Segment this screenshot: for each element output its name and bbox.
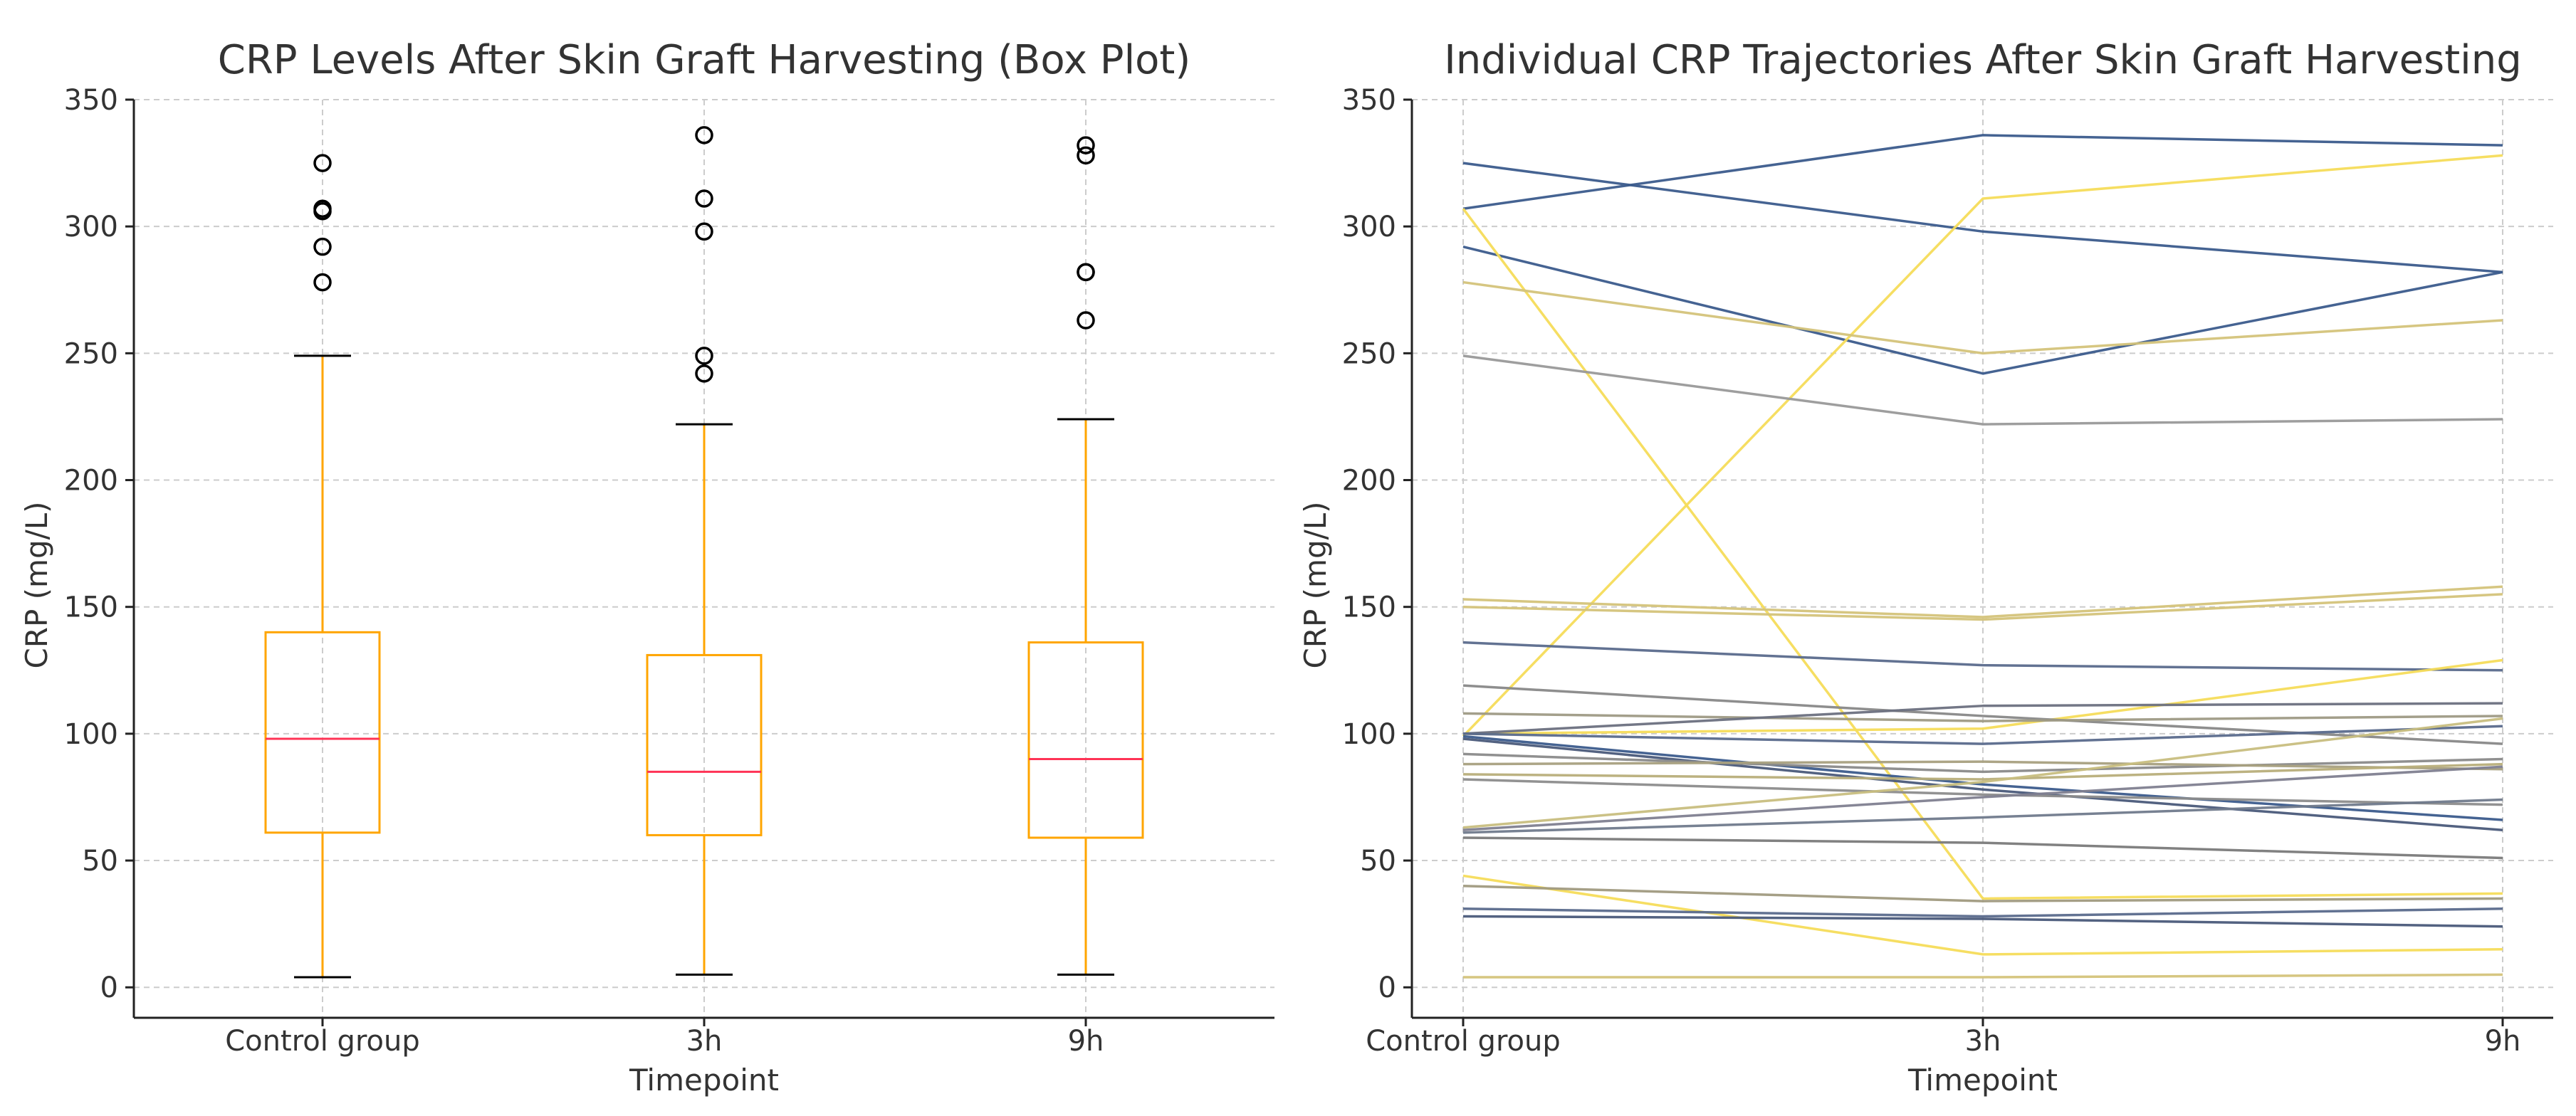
trajectory-y-tick-label: 350 xyxy=(1342,84,1396,117)
trajectory-x-axis-label: Timepoint xyxy=(1907,1063,2058,1097)
box-plot-x-axis-label: Timepoint xyxy=(629,1063,779,1097)
trajectory-line-30 xyxy=(1463,973,2503,979)
box-plot-title: CRP Levels After Skin Graft Harvesting (… xyxy=(218,37,1190,83)
trajectory-line-29 xyxy=(1462,915,2503,928)
trajectory-line-15 xyxy=(1462,725,2503,745)
box-plot-axes: 0 50 100 150 200 250 300 350 Control group 3h 9h xyxy=(64,84,1274,1058)
outlier-point xyxy=(313,154,332,172)
box-plot-y-tick-label: 50 xyxy=(82,845,118,878)
trajectory-title: Individual CRP Trajectories After Skin G… xyxy=(1444,37,2522,83)
outlier-point xyxy=(695,222,713,241)
trajectory-panel: Individual CRP Trajectories After Skin G… xyxy=(1298,37,2553,1097)
outlier-point xyxy=(695,126,713,144)
trajectory-line-8 xyxy=(1462,585,2503,618)
trajectory-line-24 xyxy=(1462,798,2503,834)
box-2 xyxy=(646,126,763,976)
trajectory-y-tick-label: 100 xyxy=(1342,718,1396,751)
box-plot-x-tick-label: Control group xyxy=(225,1025,419,1058)
trajectory-line-16 xyxy=(1462,735,2503,821)
trajectory-y-tick-label: 50 xyxy=(1360,845,1396,878)
box-plot-y-tick-label: 200 xyxy=(64,465,118,498)
trajectory-line-28 xyxy=(1462,907,2503,918)
outlier-point xyxy=(313,273,332,292)
trajectory-x-tick-label: 9h xyxy=(2485,1025,2521,1058)
box-body xyxy=(264,631,381,834)
box-plot-y-axis-label: CRP (mg/L) xyxy=(19,501,54,668)
trajectory-line-23 xyxy=(1462,765,2503,832)
outlier-point xyxy=(1077,311,1095,330)
box-plot-marks xyxy=(264,126,1144,979)
trajectory-line-10 xyxy=(1462,641,2503,672)
trajectory-y-axis-label: CRP (mg/L) xyxy=(1298,501,1333,668)
box-plot-x-tick-label: 3h xyxy=(686,1025,723,1058)
trajectory-line-22 xyxy=(1462,717,2503,829)
box-plot-y-tick-label: 300 xyxy=(64,211,118,243)
box-plot-panel: CRP Levels After Skin Graft Harvesting (… xyxy=(19,37,1274,1097)
trajectory-line-17 xyxy=(1462,737,2503,832)
trajectory-line-2 xyxy=(1462,134,2503,210)
outlier-point xyxy=(313,199,332,218)
trajectory-x-tick-label: 3h xyxy=(1965,1025,2001,1058)
trajectory-line-27 xyxy=(1462,884,2503,902)
trajectory-line-3 xyxy=(1462,245,2503,375)
outlier-point xyxy=(313,237,332,256)
trajectory-line-14 xyxy=(1462,702,2503,735)
trajectory-lines xyxy=(1462,134,2503,979)
box-plot-x-tick-label: 9h xyxy=(1068,1025,1104,1058)
box-plot-y-tick-label: 250 xyxy=(64,337,118,370)
trajectory-line-5 xyxy=(1462,154,2503,737)
outlier-point xyxy=(1077,146,1095,165)
trajectory-y-tick-label: 0 xyxy=(1378,972,1396,1004)
box-3 xyxy=(1027,136,1144,976)
trajectory-line-7 xyxy=(1462,354,2503,426)
trajectory-y-tick-label: 150 xyxy=(1342,591,1396,624)
trajectory-line-26 xyxy=(1462,874,2503,956)
outlier-point xyxy=(1077,136,1095,154)
trajectory-line-18 xyxy=(1462,752,2503,774)
trajectory-line-19 xyxy=(1462,760,2503,771)
box-plot-y-tick-label: 350 xyxy=(64,84,118,117)
outlier-point xyxy=(1077,263,1095,282)
trajectory-axes: 0 50 100 150 200 250 300 350 Control group 3h 9h xyxy=(1342,84,2553,1058)
trajectory-line-6 xyxy=(1462,280,2503,355)
box-body xyxy=(646,653,763,836)
box-1 xyxy=(264,154,381,979)
trajectory-y-tick-label: 250 xyxy=(1342,337,1396,370)
trajectory-y-tick-label: 300 xyxy=(1342,211,1396,243)
trajectory-y-tick-label: 200 xyxy=(1342,465,1396,498)
trajectory-x-tick-label: Control group xyxy=(1366,1025,1560,1058)
trajectory-line-13 xyxy=(1462,712,2503,722)
box-body xyxy=(1027,641,1144,839)
trajectory-line-21 xyxy=(1462,778,2503,806)
outlier-point xyxy=(695,189,713,208)
trajectory-line-4 xyxy=(1462,208,2503,900)
outlier-point xyxy=(695,364,713,383)
trajectory-line-25 xyxy=(1462,836,2503,860)
trajectory-line-20 xyxy=(1462,762,2503,781)
box-plot-y-tick-label: 150 xyxy=(64,591,118,624)
trajectory-line-1 xyxy=(1462,162,2503,274)
trajectory-line-11 xyxy=(1462,658,2503,735)
box-plot-y-tick-label: 0 xyxy=(100,972,118,1004)
outlier-point xyxy=(695,347,713,365)
trajectory-line-9 xyxy=(1462,593,2503,621)
trajectory-line-12 xyxy=(1462,684,2503,745)
box-plot-y-tick-label: 100 xyxy=(64,718,118,751)
